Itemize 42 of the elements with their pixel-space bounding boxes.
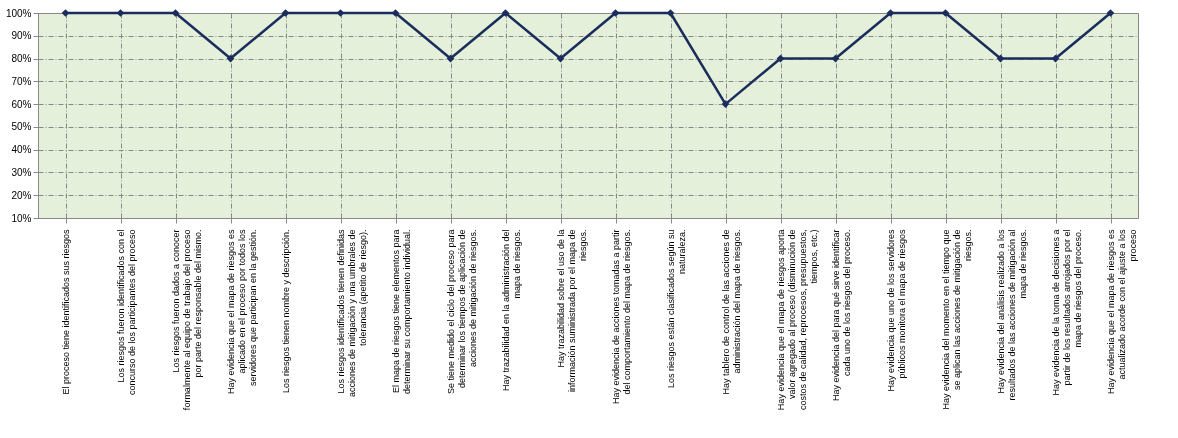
x-tick-label: El mapa de riesgos tiene elementos para determinar su comportamiento individual. bbox=[391, 229, 412, 395]
x-tick-label: Hay evidencia que el mapa de riesgos aporta valor agregado al proceso (disminución de costos de calidad, reprocesos, presupuestos, tiempos, etc.) bbox=[776, 229, 819, 411]
x-tick-label: Hay evidencia que el mapa de riesgos es aplicado en el proceso por todos los servidores que participan en la gestión. bbox=[226, 229, 258, 395]
y-tick-label: 30% bbox=[11, 166, 32, 178]
x-tick-label: Hay trazabilidad sobre el uso de la información suministrada por el mapa de riesgos. bbox=[556, 229, 588, 393]
point bbox=[501, 9, 510, 17]
y-tick-label: 20% bbox=[11, 189, 32, 201]
point bbox=[171, 9, 180, 17]
x-tick-label: Hay evidencia de acciones tomadas a partir del comportamiento del mapa de riesgos. bbox=[611, 229, 632, 405]
y-tick-label: 60% bbox=[11, 98, 32, 110]
y-tick-label: 10% bbox=[11, 212, 32, 224]
x-tick-label: Hay evidencia del para qué sirve identificar cada uno de los riesgos del proceso. bbox=[831, 229, 852, 402]
point bbox=[336, 9, 345, 17]
x-tick-label: Los riesgos están clasificados según su naturaleza. bbox=[666, 229, 687, 389]
x-tick-label: Hay evidencia del momento en el tiempo que se aplican las acciones de mitigación de riesgos. bbox=[941, 229, 973, 410]
x-tick-label: Hay tablero de control de las acciones de administración del mapa de riesgos. bbox=[721, 229, 742, 395]
y-tick-label: 40% bbox=[11, 144, 32, 156]
x-tick-label: Los riesgos identificados tienen definidas acciones de mitigación y una umbrales de tolerancia (apetito de riesgo). bbox=[336, 229, 368, 398]
point bbox=[116, 9, 125, 17]
y-tick-label: 90% bbox=[11, 30, 32, 42]
y-tick-label: 70% bbox=[11, 75, 32, 87]
point bbox=[61, 9, 70, 17]
x-tick-label: Hay trazabilidad en la administración del mapa de riesgos. bbox=[501, 229, 522, 392]
point bbox=[611, 9, 620, 17]
point bbox=[391, 9, 400, 17]
point bbox=[721, 100, 730, 108]
x-tick-label: Hay evidencia de la toma de decisiones a partir de los resultados arrojados por el mapa de riesgos del proceso. bbox=[1051, 229, 1083, 396]
y-tick-label: 50% bbox=[11, 121, 32, 133]
point bbox=[886, 9, 895, 17]
y-tick-label: 100% bbox=[5, 7, 32, 19]
y-tick-label: 80% bbox=[11, 53, 32, 65]
x-tick-label: El proceso tiene identificados sus riesgos bbox=[61, 229, 71, 395]
x-tick-label: Hay evidencia del análisis realizado a los resultados de las acciones de mitigación al mapa de riesgos. bbox=[996, 229, 1028, 401]
point bbox=[666, 9, 675, 17]
x-tick-label: Los riesgos fueron dados a conocer formalmente al equipo de trabajo del proceso por parte del responsable del mismo. bbox=[171, 229, 203, 411]
x-tick-label: Los riesgos tienen nombre y descripción. bbox=[281, 229, 291, 394]
point bbox=[1106, 9, 1115, 17]
x-tick-label: Hay evidencia que el mapa de riesgos es actualizado acorde con el ajuste a los proceso bbox=[1106, 229, 1138, 395]
x-tick-label: Se tiene medido el ciclo del proceso para determinar los tiempos de aplicación de acciones de mitigación de riesgos. bbox=[446, 229, 478, 395]
x-tick-label: Los riesgos fueron identificados con el concurso de los participantes del proceso bbox=[116, 229, 137, 396]
point bbox=[281, 9, 290, 17]
point bbox=[941, 9, 950, 17]
